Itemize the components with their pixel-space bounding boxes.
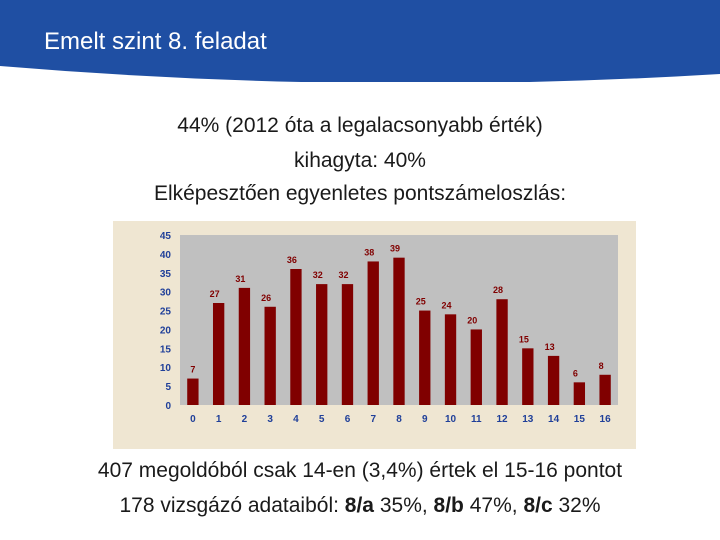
chart: 0 5 10 15 20 25 30 35 40 45 7 0 27 1 31 2 26 3 36 4 32 5 32 6 38… — [113, 221, 636, 449]
bar — [187, 378, 199, 405]
label-8b: 8/b — [433, 494, 464, 517]
slide-title: Emelt szint 8. feladat — [44, 28, 267, 55]
data-label: 28 — [493, 285, 503, 295]
data-label: 8 — [599, 361, 604, 371]
x-tick-label: 10 — [445, 414, 457, 425]
slide-header: Emelt szint 8. feladat — [0, 0, 720, 82]
bar-chart: 0510152025303540457027131226336432532638… — [113, 221, 636, 449]
data-label: 13 — [545, 342, 555, 352]
x-tick-label: 4 — [293, 414, 299, 425]
intro-line-1: 44% (2012 óta a legalacsonyabb érték) — [177, 114, 543, 137]
y-tick-label: 20 — [160, 325, 172, 336]
x-tick-label: 8 — [396, 414, 402, 425]
value-8a: 35%, — [374, 494, 434, 517]
x-tick-label: 14 — [548, 414, 560, 425]
y-tick-label: 30 — [160, 288, 172, 299]
data-label: 6 — [573, 368, 578, 378]
intro-line-3: Elképesztően egyenletes pontszámeloszlás… — [153, 182, 567, 205]
bar — [496, 299, 508, 405]
bar — [419, 310, 431, 405]
bar — [522, 348, 534, 405]
data-label: 38 — [364, 247, 374, 257]
bar — [316, 284, 328, 405]
x-tick-label: 9 — [422, 414, 428, 425]
data-label: 26 — [261, 293, 271, 303]
data-label: 32 — [338, 270, 348, 280]
bar — [290, 269, 302, 405]
bar — [444, 314, 457, 405]
x-tick-label: 3 — [267, 414, 273, 425]
x-tick-label: 6 — [345, 414, 351, 425]
bar — [599, 374, 611, 405]
data-label: 7 — [190, 365, 195, 375]
label-8a: 8/a — [344, 494, 374, 517]
y-tick-label: 35 — [160, 269, 172, 280]
intro-line-2: kihagyta: 40% — [294, 149, 426, 172]
y-tick-label: 10 — [160, 363, 172, 374]
y-tick-label: 15 — [160, 344, 172, 355]
bar — [470, 329, 482, 405]
bar — [393, 257, 405, 405]
x-tick-label: 12 — [496, 414, 508, 425]
x-tick-label: 7 — [370, 414, 376, 425]
label-8c: 8/c — [523, 494, 553, 517]
y-tick-label: 5 — [165, 382, 171, 393]
y-tick-label: 40 — [160, 250, 172, 261]
data-label: 32 — [313, 270, 323, 280]
y-tick-label: 0 — [165, 401, 171, 412]
header-banner — [0, 0, 720, 82]
bar — [573, 382, 586, 405]
x-tick-label: 15 — [574, 414, 586, 425]
data-label: 39 — [390, 244, 400, 254]
x-tick-label: 11 — [471, 414, 482, 425]
bar — [341, 284, 354, 405]
x-tick-label: 16 — [600, 414, 612, 425]
x-tick-label: 0 — [190, 414, 196, 425]
bar — [212, 303, 225, 405]
data-label: 31 — [235, 274, 245, 284]
data-label: 27 — [210, 289, 220, 299]
y-tick-label: 45 — [160, 231, 172, 242]
x-tick-label: 1 — [216, 414, 222, 425]
data-label: 36 — [287, 255, 297, 265]
footer-line-1: 407 megoldóból csak 14-en (3,4%) értek e… — [97, 459, 623, 482]
x-tick-label: 5 — [319, 414, 325, 425]
data-label: 20 — [467, 315, 477, 325]
bar — [264, 306, 276, 405]
x-tick-label: 13 — [522, 414, 534, 425]
footer-line-2: 178 vizsgázó adataiból: 8/a 35%, 8/b 47%… — [0, 494, 720, 518]
data-label: 24 — [442, 300, 452, 310]
y-tick-label: 25 — [160, 307, 172, 318]
bar — [238, 287, 251, 405]
data-label: 25 — [416, 297, 426, 307]
value-8c: 32% — [552, 494, 601, 517]
bar — [367, 261, 379, 405]
footer-prefix: 178 vizsgázó adataiból: — [119, 494, 345, 517]
value-8b: 47%, — [463, 494, 524, 517]
bar — [547, 355, 560, 405]
data-label: 15 — [519, 334, 529, 344]
x-tick-label: 2 — [242, 414, 248, 425]
